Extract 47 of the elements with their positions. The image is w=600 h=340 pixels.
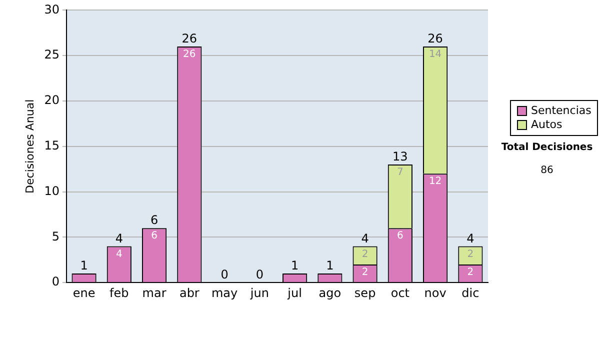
data-label: 14 [428,49,442,60]
data-label: 6 [396,230,404,242]
total-label: 0 [256,268,264,282]
y-tick-label: 10 [44,184,60,198]
legend-label: Sentencias [531,104,592,118]
total-label: 6 [150,213,158,228]
y-tick-label: 30 [44,2,60,16]
total-label: 0 [220,268,228,282]
data-label: 26 [183,49,196,60]
y-tick-label: 0 [52,274,60,289]
x-tick-label: may [211,286,238,300]
data-label: 12 [428,176,442,188]
y-tick-label: 5 [52,229,60,244]
total-label: 4 [361,231,369,246]
total-label: 1 [290,258,299,273]
data-label: 6 [151,230,158,242]
data-label: 7 [396,167,404,178]
text: 86 [540,165,554,176]
y-axis-title: Decisiones Anual [23,99,36,194]
data-label: 2 [362,248,368,260]
x-tick-label: oct [390,286,410,300]
x-tick-label: mar [142,286,166,300]
y-tick-label: 15 [44,138,60,153]
x-tick-label: sep [354,286,376,300]
total-label: 13 [392,150,408,164]
text: Total Decisiones [500,142,594,153]
total-label: 26 [428,32,443,46]
y-tick-label: 25 [44,48,60,62]
x-tick-label: jun [249,286,269,300]
x-tick-label: nov [424,286,446,300]
x-tick-label: feb [110,286,129,300]
y-tick-label: 20 [44,93,60,108]
total-label: 1 [326,258,334,273]
data-label: 2 [467,267,474,278]
data-label: 4 [116,248,122,260]
x-tick-label: ene [72,286,96,300]
x-tick-label: ago [318,286,342,300]
x-tick-label: dic [462,286,480,300]
total-label: 26 [182,32,198,46]
legend-label: Autos [531,118,562,132]
data-label: 2 [362,267,368,278]
total-label: 4 [466,231,474,246]
data-label: 2 [467,248,474,260]
total-label: 1 [80,258,88,273]
total-label: 4 [115,231,123,246]
x-tick-label: jul [286,286,302,300]
x-tick-label: abr [179,286,200,300]
